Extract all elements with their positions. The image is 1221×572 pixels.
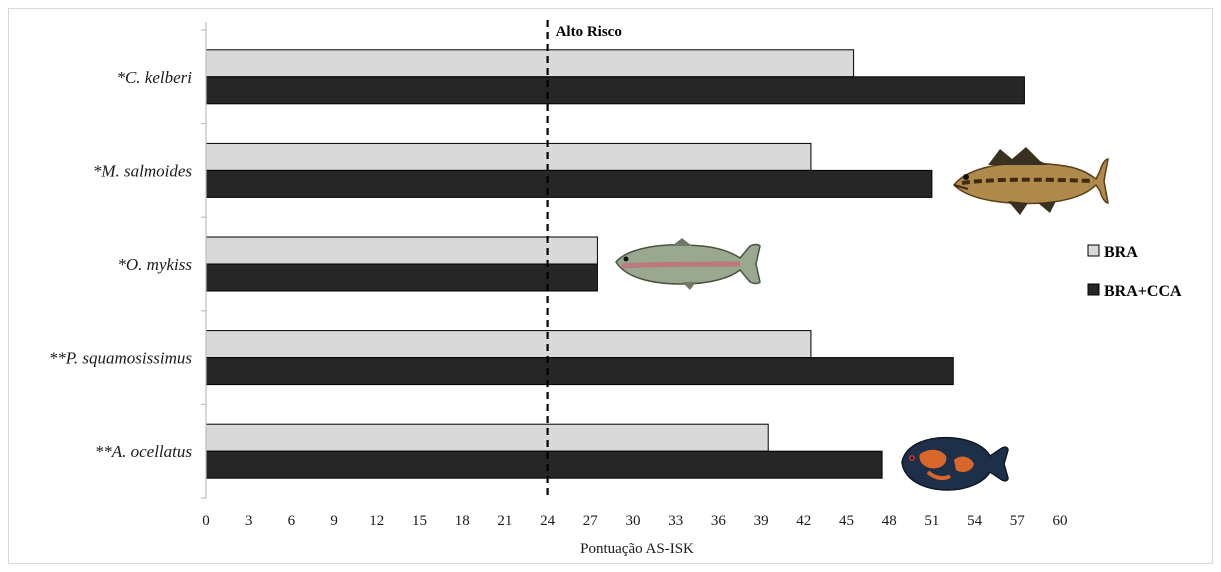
x-tick-label: 24: [540, 513, 556, 529]
x-tick-label: 33: [668, 513, 683, 529]
bars-layer: [205, 49, 1025, 479]
bar-bra-cca-2: [205, 263, 598, 292]
bar-bra-cca-3: [205, 357, 954, 386]
bar-bra-4: [205, 423, 769, 452]
x-tick-label: 21: [497, 513, 512, 529]
legend-item-bra: BRA: [1087, 244, 1138, 261]
x-tick-label: 3: [245, 513, 253, 529]
legend-label-bra-cca: BRA+CCA: [1104, 283, 1182, 300]
x-tick-label: 48: [882, 513, 897, 529]
category-label: *M. salmoides: [93, 161, 193, 180]
x-tick-label: 51: [924, 513, 939, 529]
bar-bra-1: [205, 142, 812, 171]
x-tick-label: 18: [455, 513, 470, 529]
bar-bra-2: [205, 236, 598, 265]
category-label: **P. squamosissimus: [49, 349, 193, 368]
bar-bra-3: [205, 330, 812, 359]
chart-frame: [8, 8, 1213, 564]
rainbow-trout-icon: [615, 238, 761, 290]
x-tick-label: 54: [967, 513, 983, 529]
x-tick-label: 9: [330, 513, 338, 529]
category-label: *C. kelberi: [116, 68, 192, 87]
x-tick-label: 39: [754, 513, 769, 529]
bar-bra-0: [205, 49, 855, 78]
legend-swatch-bra: [1087, 244, 1100, 257]
bar-bra-cca-0: [205, 76, 1025, 105]
x-axis-title: Pontuação AS-ISK: [580, 541, 694, 557]
bar-bra-cca-4: [205, 450, 883, 479]
x-tick-labels: 0 3 6 9 12 15 18 21 24 27 30 33 36 39 42 45 48 51 54 57 60: [202, 513, 1067, 529]
x-tick-label: 42: [796, 513, 811, 529]
axes-layer: [201, 22, 207, 499]
x-tick-label: 60: [1053, 513, 1068, 529]
x-tick-label: 45: [839, 513, 854, 529]
category-label: **A. ocellatus: [95, 442, 193, 461]
legend-label-bra: BRA: [1104, 244, 1138, 261]
x-tick-label: 12: [369, 513, 384, 529]
bar-bra-cca-1: [205, 169, 933, 198]
x-tick-label: 6: [288, 513, 296, 529]
x-tick-label: 30: [626, 513, 641, 529]
category-label: *O. mykiss: [117, 255, 192, 274]
x-tick-label: 15: [412, 513, 427, 529]
oscar-fish-icon: [901, 436, 1009, 491]
legend-swatch-bra-cca: [1087, 283, 1100, 296]
x-tick-label: 57: [1010, 513, 1026, 529]
x-tick-label: 0: [202, 513, 210, 529]
legend: BRA BRA+CCA: [1087, 244, 1182, 300]
legend-item-bra-cca: BRA+CCA: [1087, 283, 1182, 300]
largemouth-bass-icon: [953, 147, 1109, 215]
threshold-label: Alto Risco: [556, 24, 622, 40]
x-tick-label: 27: [583, 513, 599, 529]
category-labels: *C. kelberi *M. salmoides *O. mykiss **P. s…: [49, 68, 193, 461]
x-tick-label: 36: [711, 513, 727, 529]
